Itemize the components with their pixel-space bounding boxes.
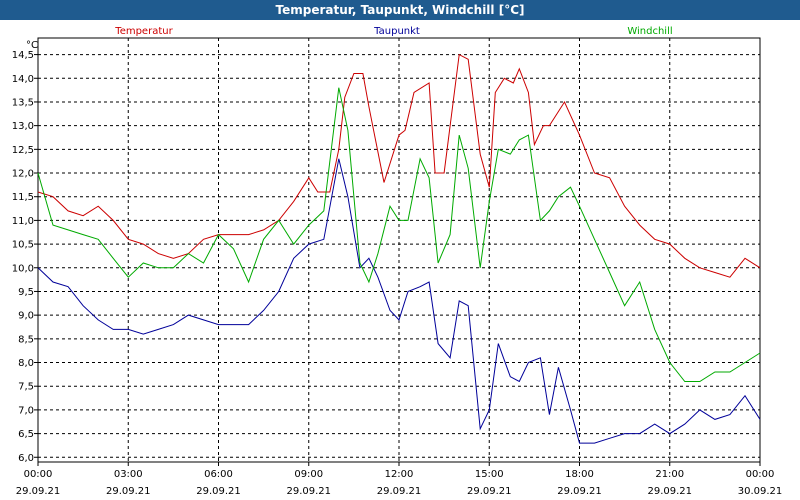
grid bbox=[34, 38, 761, 466]
x-tick-time-label: 21:00 bbox=[655, 469, 684, 480]
y-tick-label: 12,0 bbox=[12, 169, 34, 180]
x-tick-date-label: 29.09.21 bbox=[16, 486, 61, 497]
y-tick-label: 9,5 bbox=[18, 287, 34, 298]
x-tick-time-label: 03:00 bbox=[114, 469, 143, 480]
series-line-temperatur bbox=[37, 53, 761, 278]
y-tick-label: 14,5 bbox=[12, 50, 34, 61]
x-tick-time-label: 12:00 bbox=[385, 469, 414, 480]
series-line-windchill bbox=[37, 87, 761, 382]
y-tick-label: 8,0 bbox=[18, 358, 34, 369]
y-tick-label: 8,5 bbox=[18, 334, 34, 345]
y-tick-label: 6,0 bbox=[18, 453, 34, 464]
series-line-taupunkt bbox=[37, 158, 761, 444]
y-tick-label: 10,0 bbox=[12, 263, 34, 274]
x-tick-time-label: 06:00 bbox=[204, 469, 233, 480]
x-tick-time-label: 18:00 bbox=[565, 469, 594, 480]
x-tick-date-label: 29.09.21 bbox=[647, 486, 692, 497]
y-tick-label: 11,5 bbox=[12, 192, 34, 203]
y-tick-label: 13,5 bbox=[12, 97, 34, 108]
x-tick-date-label: 29.09.21 bbox=[467, 486, 512, 497]
chart-title: Temperatur, Taupunkt, Windchill [°C] bbox=[0, 0, 800, 20]
y-tick-label: 9,0 bbox=[18, 311, 34, 322]
y-unit-label: °C bbox=[26, 40, 38, 51]
y-tick-label: 12,5 bbox=[12, 145, 34, 156]
x-ticks: 00:00 29.09.21 03:00 29.09.21 06:00 29.09.21 0… bbox=[16, 469, 783, 497]
x-tick-time-label: 00:00 bbox=[24, 469, 53, 480]
y-tick-label: 11,0 bbox=[12, 216, 34, 227]
x-tick-time-label: 00:00 bbox=[746, 469, 775, 480]
y-tick-label: 10,5 bbox=[12, 240, 34, 251]
x-tick-date-label: 29.09.21 bbox=[196, 486, 241, 497]
y-tick-label: 7,0 bbox=[18, 405, 34, 416]
series-lines bbox=[37, 53, 761, 444]
x-tick-time-label: 09:00 bbox=[294, 469, 323, 480]
legend-entry-temperatur: Temperatur bbox=[114, 26, 173, 37]
x-tick-date-label: 29.09.21 bbox=[286, 486, 331, 497]
legend-entry-taupunkt: Taupunkt bbox=[373, 26, 420, 37]
x-tick-date-label: 29.09.21 bbox=[557, 486, 602, 497]
y-tick-label: 7,5 bbox=[18, 382, 34, 393]
y-tick-label: 14,0 bbox=[12, 74, 34, 85]
y-tick-label: 6,5 bbox=[18, 429, 34, 440]
legend-entry-windchill: Windchill bbox=[627, 26, 672, 37]
x-tick-date-label: 29.09.21 bbox=[377, 486, 422, 497]
x-tick-time-label: 15:00 bbox=[475, 469, 504, 480]
x-tick-date-label: 30.09.21 bbox=[738, 486, 783, 497]
y-tick-label: 13,0 bbox=[12, 121, 34, 132]
x-tick-date-label: 29.09.21 bbox=[106, 486, 151, 497]
y-ticks: 6,0 6,5 7,0 7,5 8,0 8,5 9,0 9,5 10,0 10,5 11,0 11,5… bbox=[12, 50, 34, 464]
legend: Temperatur Taupunkt Windchill bbox=[114, 26, 672, 37]
